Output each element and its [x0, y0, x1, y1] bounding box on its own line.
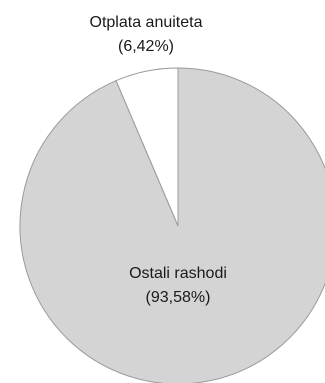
slice-value-otplata-anuiteta: (6,42%) [118, 38, 174, 55]
slice-value-ostali-rashodi: (93,58%) [146, 289, 211, 306]
slice-label-ostali-rashodi: Ostali rashodi [129, 265, 227, 282]
pie-slices [19, 67, 325, 383]
slice-label-otplata-anuiteta: Otplata anuiteta [90, 14, 203, 31]
pie-slice-ostali-rashodi [19, 67, 325, 383]
